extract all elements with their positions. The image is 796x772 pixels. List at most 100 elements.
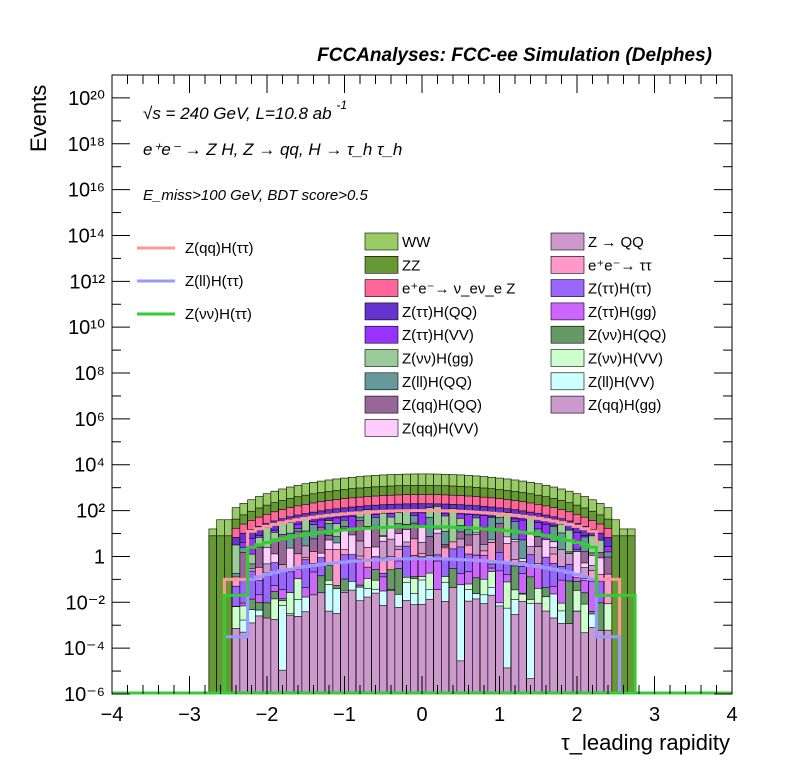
y-tick-label: 10⁸ xyxy=(74,363,105,385)
bar-16-35 xyxy=(479,603,489,695)
legend-swatch xyxy=(550,349,585,367)
bar-16-33 xyxy=(464,600,473,695)
legend-label: Z(ττ)H(gg) xyxy=(588,304,657,321)
bar-16-6 xyxy=(255,615,264,695)
x-tick-label: 2 xyxy=(571,704,582,726)
legend-swatch xyxy=(550,279,585,297)
bar-16-31 xyxy=(448,587,458,695)
cuts-annotation: E_miss>100 GeV, BDT score>0.5 xyxy=(143,187,368,204)
y-tick-label: 10⁻⁶ xyxy=(64,684,105,706)
bar-16-34 xyxy=(472,598,481,695)
x-tick-label: −3 xyxy=(178,704,201,726)
legend-label: Z(qq)H(gg) xyxy=(588,397,661,414)
x-tick-label: 0 xyxy=(416,704,427,726)
bar-16-38 xyxy=(503,667,512,695)
signal-line-2 xyxy=(222,525,637,694)
bar-16-16 xyxy=(332,613,341,695)
legend-label: Z(νν)H(QQ) xyxy=(588,327,666,344)
legend-label: Z(ττ)H(QQ) xyxy=(402,304,477,321)
bar-16-30 xyxy=(441,601,450,695)
bar-16-13 xyxy=(309,594,318,695)
legend-label: WW xyxy=(402,234,431,251)
axes: −4 −3 −2 −1 0 1 2 3 4 10⁻⁶ 10⁻⁴ 10⁻² 1 10² 10⁴ 10⁶ 10⁸ 10… xyxy=(64,74,738,726)
bar-16-18 xyxy=(348,589,357,695)
bar-16-48 xyxy=(580,632,589,695)
x-tick-label: 3 xyxy=(649,704,660,726)
bar-16-46 xyxy=(565,623,574,695)
legend: Z(qq)H(ττ) Z(ll)H(ττ) Z(νν)H(ττ) WW Z → QQ ZZ… xyxy=(137,232,666,437)
legend-swatch xyxy=(364,302,399,321)
bar-16-29 xyxy=(433,589,442,695)
bar-16-21 xyxy=(371,592,380,695)
signal-legend-label: Z(qq)H(ττ) xyxy=(185,240,254,257)
energy-annotation: √s = 240 GeV, L=10.8 ab -1 xyxy=(143,98,347,123)
bar-16-3 xyxy=(231,628,241,695)
x-tick-label: −4 xyxy=(101,704,124,726)
y-tick-label: 10¹⁸ xyxy=(68,134,105,156)
y-axis-label: Events xyxy=(26,85,51,152)
bar-16-15 xyxy=(324,610,334,695)
y-tick-label: 10¹⁴ xyxy=(68,225,106,247)
legend-swatch xyxy=(364,232,399,251)
y-tick-label: 10¹² xyxy=(69,271,105,293)
y-tick-label: 1 xyxy=(94,546,105,568)
bar-16-11 xyxy=(293,616,303,695)
bar-1-0 xyxy=(208,535,217,695)
bar-16-36 xyxy=(487,594,496,695)
legend-swatch xyxy=(364,349,399,367)
legend-label: Z(ττ)H(VV) xyxy=(402,327,474,344)
signal-legend-label: Z(νν)H(ττ) xyxy=(185,306,252,323)
legend-label: Z(ll)H(QQ) xyxy=(402,374,472,391)
bar-16-22 xyxy=(379,605,388,695)
legend-label: Z(qq)H(QQ) xyxy=(402,397,482,414)
bar-16-50 xyxy=(596,630,605,695)
bar-16-25 xyxy=(402,600,411,695)
signal-line-0 xyxy=(222,509,622,694)
x-tick-label: 1 xyxy=(494,704,505,726)
legend-label: Z(νν)H(VV) xyxy=(588,351,663,368)
bar-16-4 xyxy=(239,631,248,695)
bar-16-19 xyxy=(355,600,365,695)
y-tick-label: 10² xyxy=(76,501,105,523)
bar-16-45 xyxy=(557,623,566,695)
y-tick-label: 10⁶ xyxy=(75,409,105,431)
legend-swatch xyxy=(364,325,399,344)
legend-swatch xyxy=(550,232,585,251)
y-tick-label: 10¹⁰ xyxy=(68,317,105,339)
bar-16-39 xyxy=(510,614,520,695)
y-tick-label: 10²⁰ xyxy=(68,88,105,110)
bar-16-12 xyxy=(301,611,310,695)
y-tick-label: 10¹⁶ xyxy=(68,180,105,202)
bar-16-43 xyxy=(541,610,551,695)
bar-16-40 xyxy=(518,601,527,695)
bar-16-44 xyxy=(549,617,558,695)
x-tick-label: −1 xyxy=(333,704,356,726)
legend-swatch xyxy=(550,395,585,414)
legend-swatch xyxy=(364,419,399,437)
signal-line-1 xyxy=(222,557,622,694)
bar-16-24 xyxy=(394,607,403,695)
energy-text: √s = 240 GeV, L=10.8 ab xyxy=(143,104,332,123)
bar-16-32 xyxy=(456,660,465,695)
chart-title: FCCAnalyses: FCC-ee Simulation (Delphes) xyxy=(317,45,712,66)
y-tick-label: 10⁴ xyxy=(74,455,105,477)
legend-label: Z → QQ xyxy=(588,234,644,251)
y-tick-label: 10⁻² xyxy=(66,592,106,614)
process-annotation: e⁺e⁻ → Z H, Z → qq, H → τ_h τ_h xyxy=(143,140,402,159)
legend-swatch xyxy=(550,255,585,274)
legend-swatch xyxy=(364,279,399,297)
legend-label: Z(ττ)H(ττ) xyxy=(588,281,652,298)
x-tick-label: 4 xyxy=(726,704,737,726)
bar-16-20 xyxy=(363,596,372,695)
legend-label: e⁺e⁻→ ν_eν_e Z xyxy=(402,281,515,298)
legend-swatch xyxy=(550,325,585,344)
bar-16-26 xyxy=(410,604,419,695)
legend-label: Z(νν)H(gg) xyxy=(402,351,474,368)
x-tick-label: −2 xyxy=(256,704,279,726)
legend-label: ZZ xyxy=(402,257,420,274)
legend-swatch xyxy=(364,255,399,274)
bar-16-42 xyxy=(534,602,543,695)
legend-swatch xyxy=(364,395,399,414)
legend-swatch xyxy=(550,372,585,391)
